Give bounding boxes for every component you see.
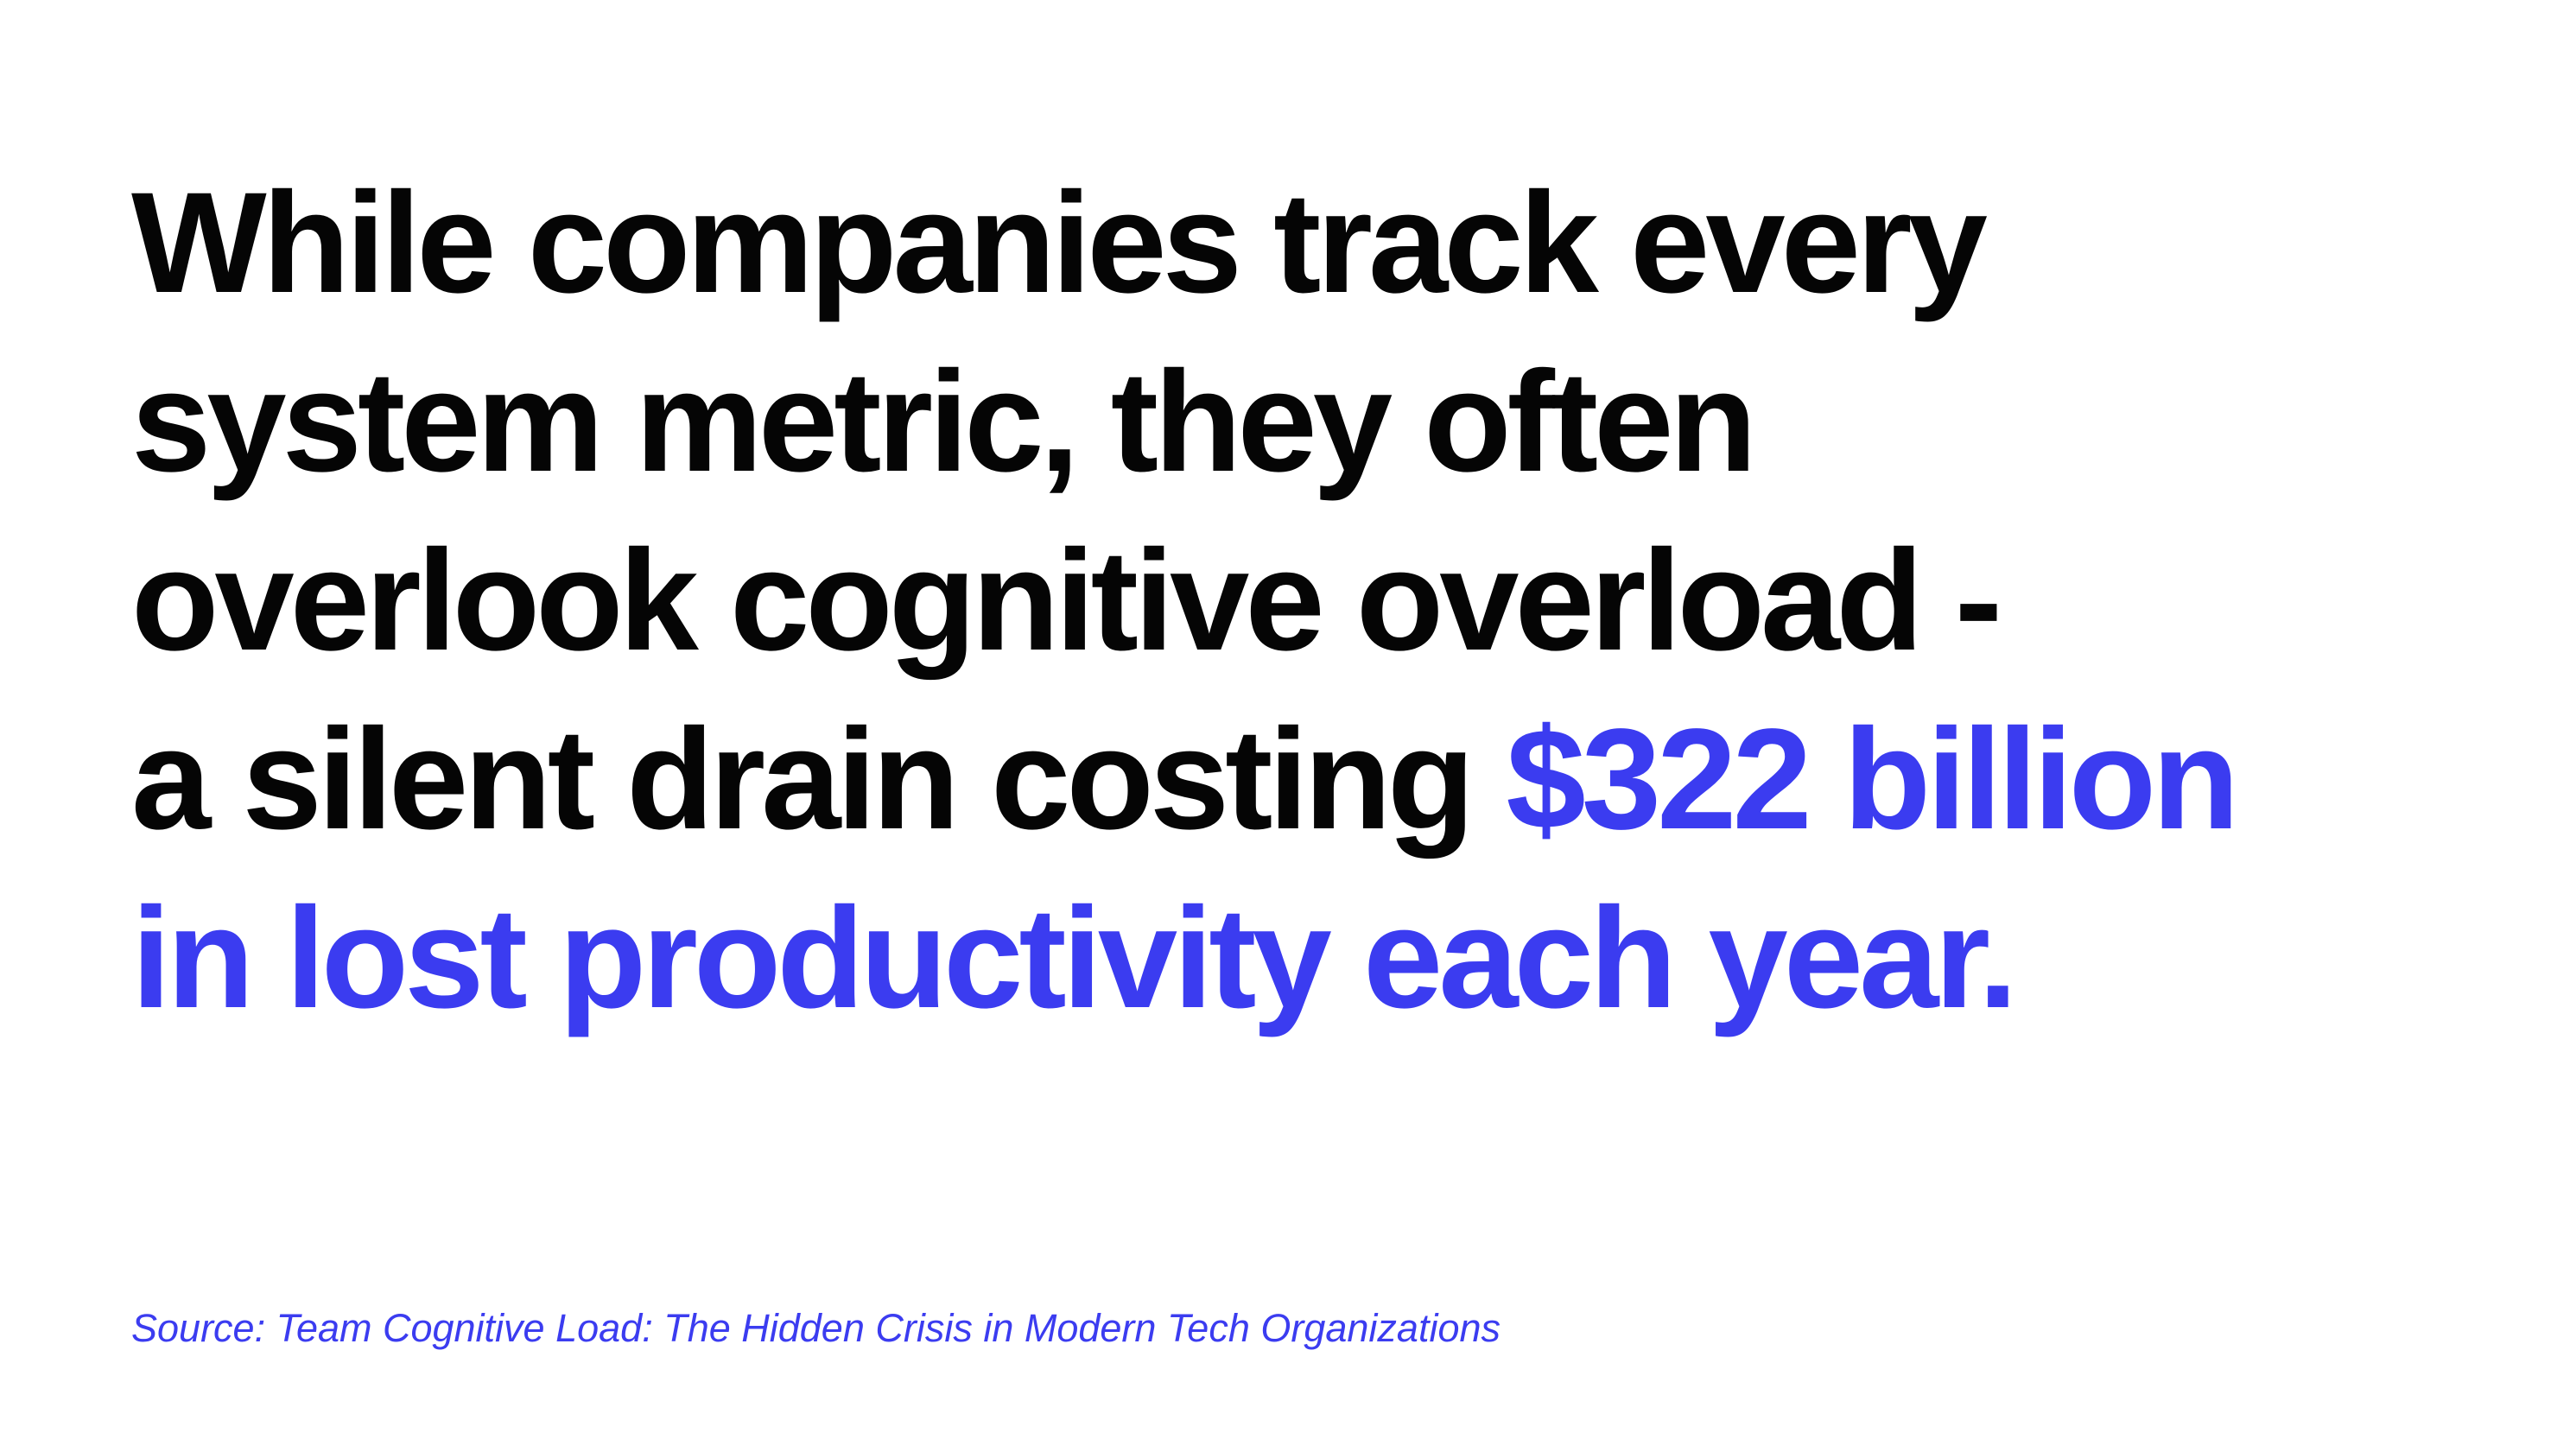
headline-line-2: system metric, they often — [131, 342, 1757, 502]
headline: While companies track every system metri… — [131, 154, 2464, 1048]
headline-line-4-text: a silent drain costing — [131, 700, 1507, 859]
headline-line-1: While companies track every — [131, 163, 1988, 323]
headline-line-3: overlook cognitive overload - — [131, 521, 2002, 681]
highlight-productivity-text: in lost productivity each year. — [131, 878, 2018, 1038]
highlight-cost-figure: $322 billion — [1506, 700, 2239, 859]
headline-line-4: a silent drain costing $322 billion — [131, 690, 2464, 869]
source-citation: Source: Team Cognitive Load: The Hidden … — [131, 1306, 1501, 1350]
